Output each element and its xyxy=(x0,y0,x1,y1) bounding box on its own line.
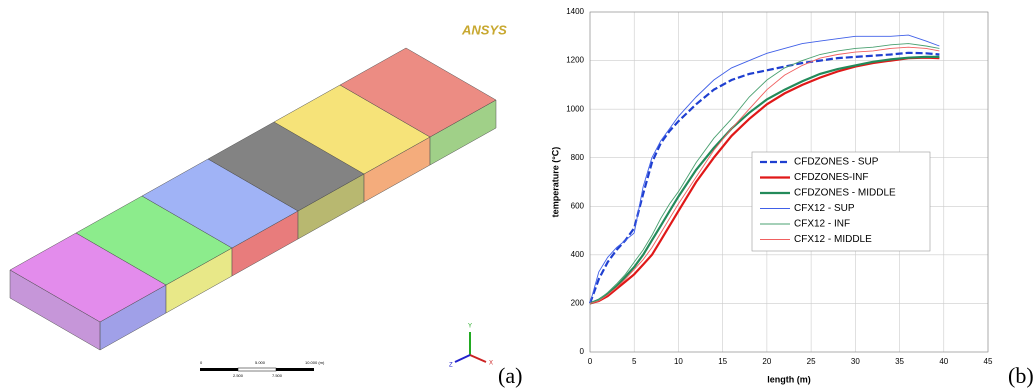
x-tick-label: 20 xyxy=(762,357,771,366)
scale-bar xyxy=(238,368,276,371)
x-tick-label: 10 xyxy=(674,357,683,366)
y-tick-label: 1400 xyxy=(566,7,584,16)
scale-label: 7.500 xyxy=(272,373,283,378)
x-tick-label: 35 xyxy=(895,357,904,366)
axis-label: Y xyxy=(468,324,472,330)
y-tick-label: 400 xyxy=(571,250,585,259)
x-tick-label: 5 xyxy=(632,357,637,366)
x-tick-label: 30 xyxy=(851,357,860,366)
x-tick-label: 40 xyxy=(939,357,948,366)
scale-bar xyxy=(276,368,314,371)
caption: (b) xyxy=(1008,363,1034,388)
y-axis-label: temperature (°C) xyxy=(550,147,560,218)
logo: ANSYS xyxy=(461,22,507,37)
figure: ANSYS 0 5.000 10.000 (m) 2.500 7.500 Y Z… xyxy=(0,0,1035,391)
y-tick-label: 0 xyxy=(580,347,585,356)
legend-label: CFX12 - MIDDLE xyxy=(794,234,872,245)
legend-label: CFDZONES-INF xyxy=(794,172,868,183)
scale-label: 5.000 xyxy=(255,360,266,365)
y-tick-label: 200 xyxy=(571,299,585,308)
axis-x xyxy=(470,355,486,362)
axis-label: X xyxy=(489,361,493,367)
x-axis-label: length (m) xyxy=(767,374,811,384)
x-tick-label: 0 xyxy=(588,357,593,366)
x-tick-label: 45 xyxy=(984,357,993,366)
legend-label: CFX12 - INF xyxy=(794,219,850,230)
scale-label: 0 xyxy=(200,360,203,365)
axis-label: Z xyxy=(449,363,453,369)
legend-label: CFDZONES - MIDDLE xyxy=(794,188,896,199)
caption: (a) xyxy=(498,363,522,388)
axis-z xyxy=(455,355,470,362)
y-tick-label: 1000 xyxy=(566,104,584,113)
y-tick-label: 800 xyxy=(571,153,585,162)
y-tick-label: 600 xyxy=(571,201,585,210)
panel-a: ANSYS 0 5.000 10.000 (m) 2.500 7.500 Y Z… xyxy=(10,22,507,378)
legend-label: CFDZONES - SUP xyxy=(794,157,879,168)
x-tick-label: 25 xyxy=(807,357,816,366)
legend-label: CFX12 - SUP xyxy=(794,203,855,214)
scale-label: 2.500 xyxy=(233,373,244,378)
y-tick-label: 1200 xyxy=(566,56,584,65)
scale-label: 10.000 (m) xyxy=(305,360,325,365)
x-tick-label: 15 xyxy=(718,357,727,366)
scale-bar xyxy=(200,368,238,371)
